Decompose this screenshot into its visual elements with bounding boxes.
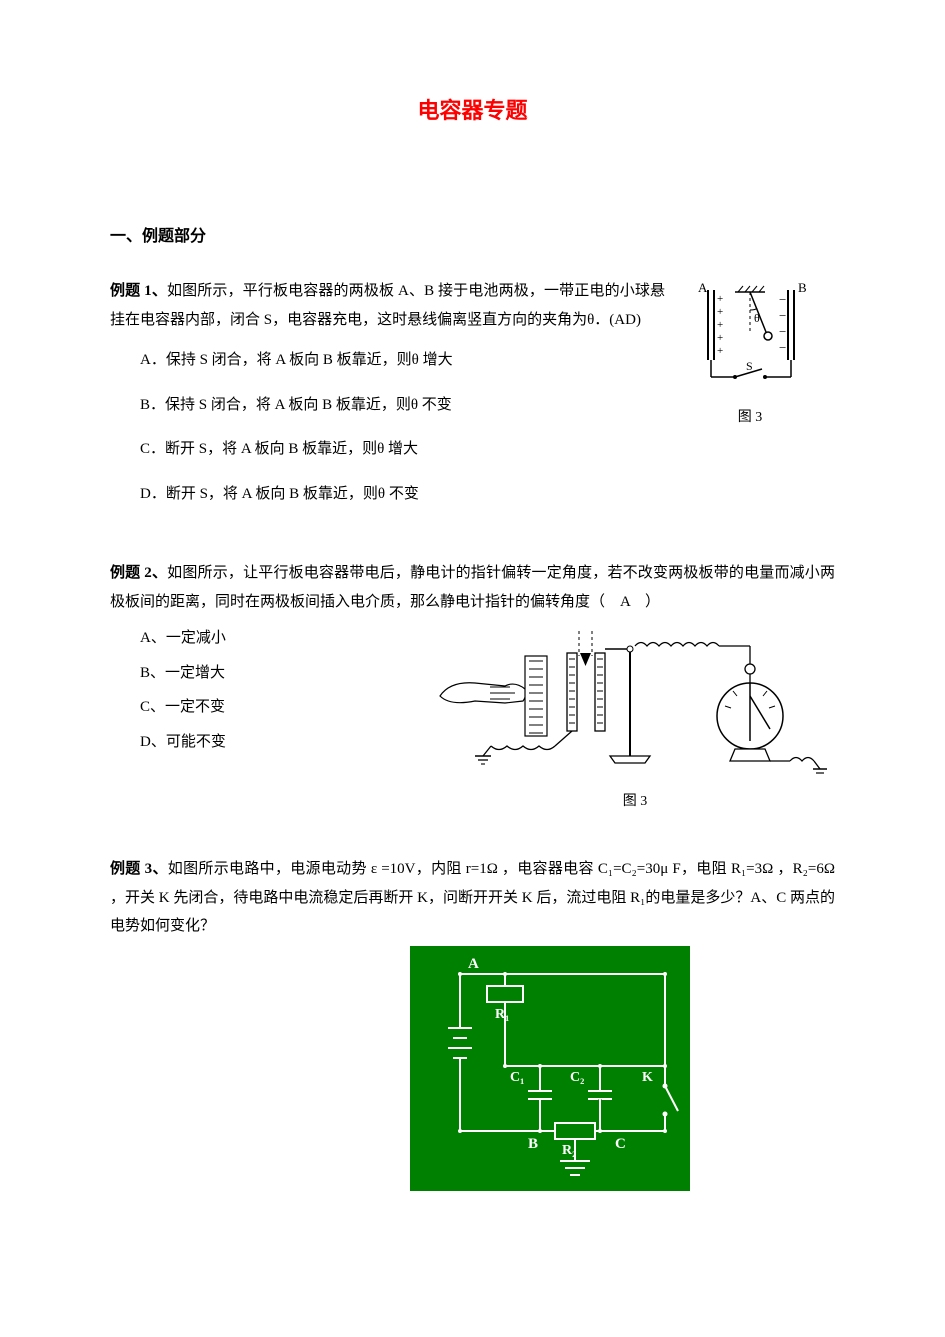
figure-2-caption: 图 3 bbox=[435, 789, 835, 816]
problem-2: 例题 2、如图所示，让平行板电容器带电后，静电计的指针偏转一定角度，若不改变两极… bbox=[110, 559, 835, 820]
svg-text:+: + bbox=[717, 293, 723, 305]
label-b: B bbox=[798, 282, 807, 295]
svg-text:A: A bbox=[468, 956, 479, 972]
label-s: S bbox=[746, 359, 753, 373]
page-title: 电容器专题 bbox=[110, 90, 835, 132]
svg-text:K: K bbox=[642, 1070, 653, 1085]
problem-3: 例题 3、如图所示电路中，电源电动势 ε =10V，内阻 r=1Ω ，电容器电容… bbox=[110, 855, 835, 1206]
svg-text:R₁: R₁ bbox=[495, 1007, 509, 1022]
svg-text:−: − bbox=[779, 340, 786, 355]
problem-1-body: 如图所示，平行板电容器的两极板 A、B 接于电池两极，一带正电的小球悬挂在电容器… bbox=[110, 283, 665, 328]
section-heading: 一、例题部分 bbox=[110, 222, 835, 252]
figure-2: 图 3 bbox=[435, 621, 835, 815]
svg-text:−: − bbox=[779, 308, 786, 323]
svg-text:+: + bbox=[717, 306, 723, 318]
option-1c: C．断开 S，将 A 板向 B 板靠近，则θ 增大 bbox=[140, 435, 835, 464]
svg-text:+: + bbox=[717, 345, 723, 357]
problem-3-label: 例题 3、 bbox=[110, 861, 168, 877]
label-a: A bbox=[698, 282, 708, 295]
svg-text:+: + bbox=[717, 332, 723, 344]
problem-2-body: 如图所示，让平行板电容器带电后，静电计的指针偏转一定角度，若不改变两极板带的电量… bbox=[110, 565, 835, 610]
problem-1: A + + + + + B − − − − bbox=[110, 277, 835, 524]
svg-text:+: + bbox=[717, 319, 723, 331]
svg-text:−: − bbox=[779, 292, 786, 307]
svg-text:B: B bbox=[528, 1136, 538, 1152]
svg-text:C₁: C₁ bbox=[510, 1070, 524, 1085]
svg-text:−: − bbox=[779, 324, 786, 339]
problem-2-label: 例题 2、 bbox=[110, 565, 167, 581]
svg-text:C₂: C₂ bbox=[570, 1070, 584, 1085]
problem-3-text: 例题 3、如图所示电路中，电源电动势 ε =10V，内阻 r=1Ω ，电容器电容… bbox=[110, 855, 835, 941]
figure-3: A R₁ bbox=[410, 946, 835, 1202]
option-1d: D．断开 S，将 A 板向 B 板靠近，则θ 不变 bbox=[140, 480, 835, 509]
figure-1: A + + + + + B − − − − bbox=[680, 282, 820, 431]
figure-1-caption: 图 3 bbox=[680, 405, 820, 432]
svg-text:C: C bbox=[615, 1136, 626, 1152]
problem-3-body: 如图所示电路中，电源电动势 ε =10V，内阻 r=1Ω ，电容器电容 C₁=C… bbox=[110, 861, 835, 934]
problem-1-label: 例题 1、 bbox=[110, 283, 167, 299]
problem-2-text: 例题 2、如图所示，让平行板电容器带电后，静电计的指针偏转一定角度，若不改变两极… bbox=[110, 559, 835, 616]
label-theta: θ bbox=[754, 311, 760, 325]
